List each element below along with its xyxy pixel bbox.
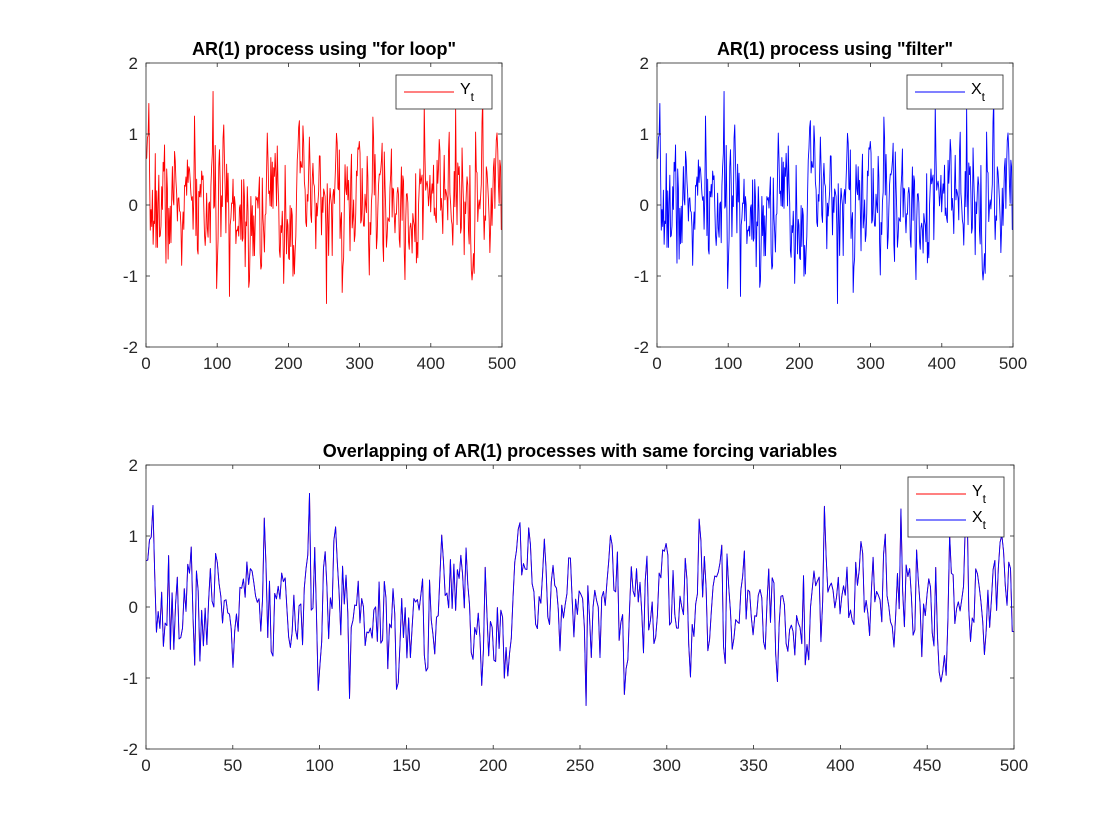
y-tick-label: 0	[129, 196, 138, 215]
legend-subscript: t	[982, 90, 986, 104]
x-tick-label: 400	[928, 354, 956, 373]
series-line-yt	[146, 90, 502, 304]
x-tick-label: 0	[141, 756, 150, 775]
subplot-filter: 0 100 200 300 400 500 -2 -1 0 1 2 AR(1) process usi…	[634, 39, 1027, 373]
chart-title: Overlapping of AR(1) processes with same…	[323, 441, 838, 461]
x-tick-label: 100	[203, 354, 231, 373]
x-tick-label: 400	[417, 354, 445, 373]
x-tick-label: 50	[223, 756, 242, 775]
y-tick-label: 0	[640, 196, 649, 215]
x-tick-label: 200	[479, 756, 507, 775]
y-tick-label: 2	[129, 456, 138, 475]
legend-subscript: t	[983, 492, 987, 506]
y-tick-label: 1	[129, 527, 138, 546]
series-line-xt	[657, 90, 1013, 304]
plot-area	[657, 63, 1013, 347]
y-tick-label: -2	[123, 338, 138, 357]
x-tick-label: 100	[714, 354, 742, 373]
x-tick-label: 450	[913, 756, 941, 775]
y-tick-label: -2	[634, 338, 649, 357]
x-tick-label: 150	[392, 756, 420, 775]
y-tick-label: 1	[640, 125, 649, 144]
x-tick-label: 300	[653, 756, 681, 775]
x-tick-label: 100	[305, 756, 333, 775]
legend-box	[907, 476, 1005, 538]
x-tick-label: 300	[856, 354, 884, 373]
x-tick-label: 500	[999, 354, 1027, 373]
legend-subscript: t	[471, 90, 475, 104]
y-tick-label: -1	[123, 669, 138, 688]
x-tick-label: 350	[739, 756, 767, 775]
x-tick-label: 500	[488, 354, 516, 373]
series-line-xt	[146, 492, 1014, 706]
x-tick-label: 400	[826, 756, 854, 775]
x-tick-label: 500	[1000, 756, 1028, 775]
y-tick-label: -2	[123, 740, 138, 759]
chart-title: AR(1) process using "filter"	[717, 39, 953, 59]
plot-area	[146, 63, 502, 347]
x-tick-label: 300	[345, 354, 373, 373]
x-tick-label: 200	[785, 354, 813, 373]
y-tick-label: -1	[634, 267, 649, 286]
subplot-for-loop: 0 100 200 300 400 500 -2 -1 0 1 2 AR(1) process usi…	[123, 39, 516, 373]
plot-area	[146, 465, 1014, 749]
legend-subscript: t	[983, 518, 987, 532]
subplot-overlap: 0 50 100 150 200 250 300 350 400 450 500 -2 -1 0 1 2 Ove…	[123, 441, 1028, 775]
y-tick-label: -1	[123, 267, 138, 286]
y-tick-label: 2	[129, 54, 138, 73]
y-tick-label: 2	[640, 54, 649, 73]
x-tick-label: 250	[566, 756, 594, 775]
y-tick-label: 0	[129, 598, 138, 617]
x-tick-label: 0	[141, 354, 150, 373]
y-tick-label: 1	[129, 125, 138, 144]
x-tick-label: 0	[652, 354, 661, 373]
x-tick-label: 200	[274, 354, 302, 373]
chart-title: AR(1) process using "for loop"	[192, 39, 456, 59]
